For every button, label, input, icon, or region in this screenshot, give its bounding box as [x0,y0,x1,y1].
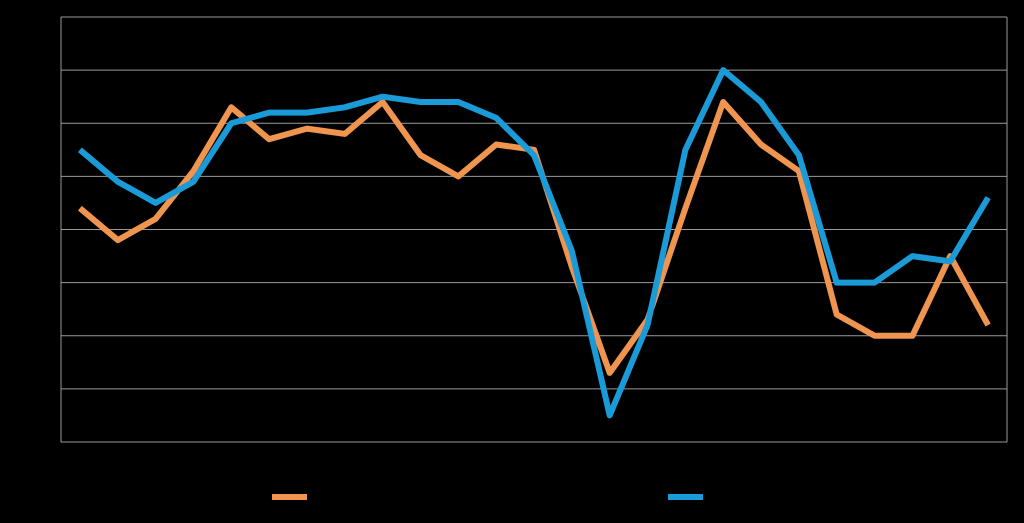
series-line [77,99,991,376]
series-line [77,67,991,419]
